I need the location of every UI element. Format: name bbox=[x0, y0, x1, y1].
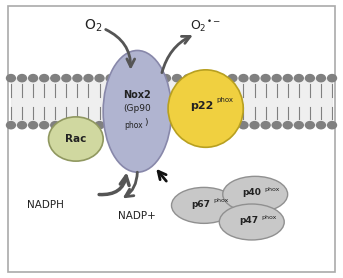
Circle shape bbox=[95, 75, 104, 82]
Circle shape bbox=[206, 75, 215, 82]
Circle shape bbox=[62, 75, 71, 82]
Text: phox: phox bbox=[216, 97, 233, 103]
Text: phox: phox bbox=[261, 215, 276, 220]
Circle shape bbox=[250, 121, 259, 129]
Circle shape bbox=[294, 121, 303, 129]
Ellipse shape bbox=[223, 176, 288, 212]
Text: p40: p40 bbox=[243, 188, 261, 197]
Circle shape bbox=[317, 121, 326, 129]
Text: phox: phox bbox=[213, 198, 229, 203]
Text: NADP+: NADP+ bbox=[118, 212, 156, 222]
Ellipse shape bbox=[172, 187, 236, 223]
Text: O$_2$$^{•-}$: O$_2$$^{•-}$ bbox=[190, 18, 221, 34]
Circle shape bbox=[151, 121, 159, 129]
Circle shape bbox=[40, 75, 49, 82]
Bar bbox=[11, 78, 332, 125]
Circle shape bbox=[272, 75, 281, 82]
Circle shape bbox=[51, 75, 60, 82]
Text: NADPH: NADPH bbox=[27, 200, 63, 210]
Circle shape bbox=[17, 121, 26, 129]
Circle shape bbox=[95, 121, 104, 129]
Circle shape bbox=[162, 75, 170, 82]
Circle shape bbox=[117, 121, 126, 129]
Circle shape bbox=[29, 75, 37, 82]
Circle shape bbox=[294, 75, 303, 82]
Text: phox: phox bbox=[125, 121, 143, 130]
Text: ): ) bbox=[144, 118, 147, 127]
Circle shape bbox=[51, 121, 60, 129]
Circle shape bbox=[283, 121, 292, 129]
Circle shape bbox=[217, 75, 226, 82]
Circle shape bbox=[272, 121, 281, 129]
Circle shape bbox=[117, 75, 126, 82]
Ellipse shape bbox=[48, 117, 103, 161]
Circle shape bbox=[228, 121, 237, 129]
Circle shape bbox=[195, 121, 204, 129]
Circle shape bbox=[228, 75, 237, 82]
Text: p22: p22 bbox=[191, 101, 214, 111]
Circle shape bbox=[73, 121, 82, 129]
Circle shape bbox=[173, 75, 181, 82]
Ellipse shape bbox=[219, 204, 284, 240]
Ellipse shape bbox=[168, 70, 243, 147]
Text: p47: p47 bbox=[239, 216, 258, 225]
Circle shape bbox=[306, 121, 314, 129]
Circle shape bbox=[128, 75, 137, 82]
Circle shape bbox=[184, 75, 192, 82]
Circle shape bbox=[261, 75, 270, 82]
Circle shape bbox=[283, 75, 292, 82]
Circle shape bbox=[7, 121, 15, 129]
Text: O$_2$: O$_2$ bbox=[84, 18, 102, 34]
Circle shape bbox=[184, 121, 192, 129]
Circle shape bbox=[173, 121, 181, 129]
Circle shape bbox=[239, 121, 248, 129]
Text: phox: phox bbox=[264, 187, 280, 192]
Circle shape bbox=[40, 121, 49, 129]
Circle shape bbox=[7, 75, 15, 82]
Circle shape bbox=[206, 121, 215, 129]
Circle shape bbox=[29, 121, 37, 129]
Ellipse shape bbox=[103, 51, 172, 172]
Circle shape bbox=[328, 121, 336, 129]
Circle shape bbox=[162, 121, 170, 129]
Circle shape bbox=[306, 75, 314, 82]
Circle shape bbox=[261, 121, 270, 129]
Text: (Gp90: (Gp90 bbox=[123, 104, 151, 113]
Circle shape bbox=[106, 121, 115, 129]
Circle shape bbox=[84, 75, 93, 82]
Circle shape bbox=[62, 121, 71, 129]
Circle shape bbox=[151, 75, 159, 82]
Circle shape bbox=[239, 75, 248, 82]
Circle shape bbox=[128, 121, 137, 129]
Circle shape bbox=[195, 75, 204, 82]
Text: Rac: Rac bbox=[65, 134, 86, 144]
Circle shape bbox=[17, 75, 26, 82]
Text: Nox2: Nox2 bbox=[123, 90, 151, 100]
Circle shape bbox=[328, 75, 336, 82]
Circle shape bbox=[317, 75, 326, 82]
Circle shape bbox=[139, 121, 148, 129]
Circle shape bbox=[217, 121, 226, 129]
Circle shape bbox=[250, 75, 259, 82]
Circle shape bbox=[139, 75, 148, 82]
Text: p67: p67 bbox=[191, 200, 210, 208]
Circle shape bbox=[84, 121, 93, 129]
Circle shape bbox=[73, 75, 82, 82]
Circle shape bbox=[106, 75, 115, 82]
